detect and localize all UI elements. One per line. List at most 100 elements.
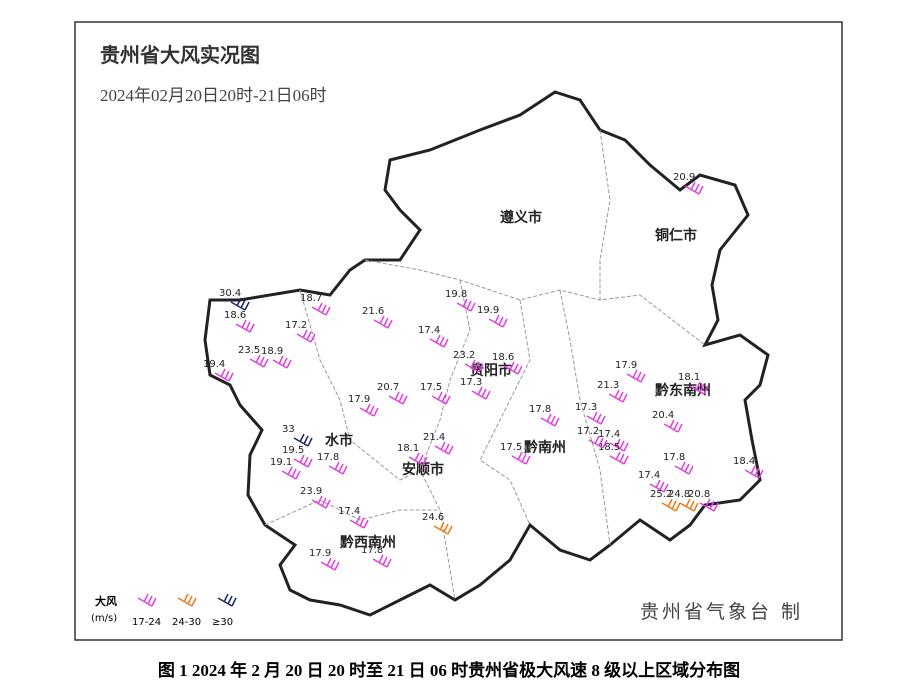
wind-barb xyxy=(359,403,379,417)
station-value: 20.8 xyxy=(688,489,710,500)
station-value: 30.4 xyxy=(219,288,241,299)
legend-label: 24-30 xyxy=(172,617,201,628)
station-value: 17.2 xyxy=(577,426,599,437)
wind-barb xyxy=(433,521,453,535)
station-value: 18.5 xyxy=(598,442,620,453)
wind-barb xyxy=(699,498,719,512)
station-value: 19.8 xyxy=(445,289,467,300)
region-label: 安顺市 xyxy=(402,461,444,478)
station-value: 17.9 xyxy=(615,360,637,371)
station-value: 18.7 xyxy=(300,293,322,304)
wind-barb xyxy=(296,329,316,343)
wind-barb xyxy=(456,298,476,312)
legend-unit: (m/s) xyxy=(91,613,117,624)
station-value: 21.3 xyxy=(597,380,619,391)
station-value: 33 xyxy=(282,424,295,435)
station-value: 19.1 xyxy=(270,457,292,468)
wind-barb xyxy=(540,413,560,427)
region-label: 水市 xyxy=(325,432,353,449)
region-labels: 遵义市 铜仁市 贵阳市 黔东南州 黔南州 安顺市 水市 黔西南州 xyxy=(325,209,711,551)
station-value: 23.9 xyxy=(300,486,322,497)
region-label: 黔东南州 xyxy=(655,382,711,399)
wind-barb xyxy=(434,441,454,455)
map-frame xyxy=(74,21,843,641)
legend-label: 17-24 xyxy=(132,617,161,628)
station-value: 23.5 xyxy=(238,345,260,356)
credit: 贵州省气象台 制 xyxy=(640,601,803,623)
wind-barb xyxy=(349,515,369,529)
wind-barb xyxy=(649,479,669,493)
wind-barb xyxy=(373,315,393,329)
wind-barb xyxy=(608,389,628,403)
wind-barb xyxy=(488,314,508,328)
station-value: 18.1 xyxy=(397,443,419,454)
station-value: 17.8 xyxy=(529,404,551,415)
station-value: 17.4 xyxy=(338,506,360,517)
station-value: 17.8 xyxy=(663,452,685,463)
wind-barb xyxy=(311,302,331,316)
wind-barb xyxy=(431,391,451,405)
wind-barb xyxy=(235,319,255,333)
station-value: 18.6 xyxy=(492,352,514,363)
wind-barb xyxy=(689,381,709,395)
station-value: 17.9 xyxy=(348,394,370,405)
station-value: 23.2 xyxy=(453,350,475,361)
wind-barb xyxy=(388,391,408,405)
legend-label: ≥30 xyxy=(212,617,233,628)
wind-barb xyxy=(293,454,313,468)
wind-barb xyxy=(281,466,301,480)
station-value: 18.4 xyxy=(733,456,755,467)
wind-barb xyxy=(684,181,704,195)
wind-barb xyxy=(679,498,699,512)
station-value: 25.2 xyxy=(650,489,672,500)
wind-barb xyxy=(293,433,313,447)
figure-caption: 图 1 2024 年 2 月 20 日 20 时至 21 日 06 时贵州省极大… xyxy=(158,660,740,680)
station-value: 17.3 xyxy=(575,402,597,413)
wind-barb xyxy=(272,355,292,369)
station-value: 21.6 xyxy=(362,306,384,317)
station-value: 17.4 xyxy=(598,429,620,440)
wind-barb xyxy=(230,297,250,311)
map-subtitle: 2024年02月20日20时-21日06时 xyxy=(100,86,327,105)
wind-barb xyxy=(511,451,531,465)
station-value: 17.5 xyxy=(420,382,442,393)
stations: 20.919.821.617.419.918.623.217.3 21.317.9… xyxy=(203,172,764,571)
wind-barb xyxy=(626,369,646,383)
wind-barb xyxy=(471,386,491,400)
station-value: 17.9 xyxy=(309,548,331,559)
station-value: 17.8 xyxy=(317,452,339,463)
legend-title: 大风 xyxy=(95,594,117,608)
wind-barb xyxy=(249,354,269,368)
station-value: 18.6 xyxy=(224,310,246,321)
station-value: 17.3 xyxy=(460,377,482,388)
legend: 大风 (m/s) 17-24 24-30 ≥30 xyxy=(91,593,237,628)
wind-barb xyxy=(429,334,449,348)
region-boundaries xyxy=(264,129,706,601)
region-label: 铜仁市 xyxy=(655,227,697,244)
wind-barb xyxy=(408,452,428,466)
province-outline xyxy=(203,90,770,617)
legend-symbol xyxy=(177,593,197,607)
station-value: 17.8 xyxy=(361,545,383,556)
region-label: 遵义市 xyxy=(500,209,542,226)
wind-barb xyxy=(320,557,340,571)
wind-barb xyxy=(744,465,764,479)
wind-barb xyxy=(328,461,348,475)
station-value: 24.6 xyxy=(422,512,444,523)
wind-barb xyxy=(586,411,606,425)
legend-symbol xyxy=(217,593,237,607)
station-value: 19.5 xyxy=(282,445,304,456)
station-value: 17.4 xyxy=(638,470,660,481)
station-value: 20.9 xyxy=(673,172,695,183)
station-value: 20.4 xyxy=(652,410,674,421)
wind-barb xyxy=(588,435,608,449)
wind-barb xyxy=(674,461,694,475)
wind-barb xyxy=(464,359,484,373)
region-label: 黔西南州 xyxy=(340,534,396,551)
wind-barb xyxy=(372,554,392,568)
wind-barb xyxy=(661,498,681,512)
region-label: 贵阳市 xyxy=(470,362,512,379)
station-value: 18.1 xyxy=(678,372,700,383)
station-value: 19.4 xyxy=(203,359,225,370)
map-title: 贵州省大风实况图 xyxy=(100,43,260,67)
